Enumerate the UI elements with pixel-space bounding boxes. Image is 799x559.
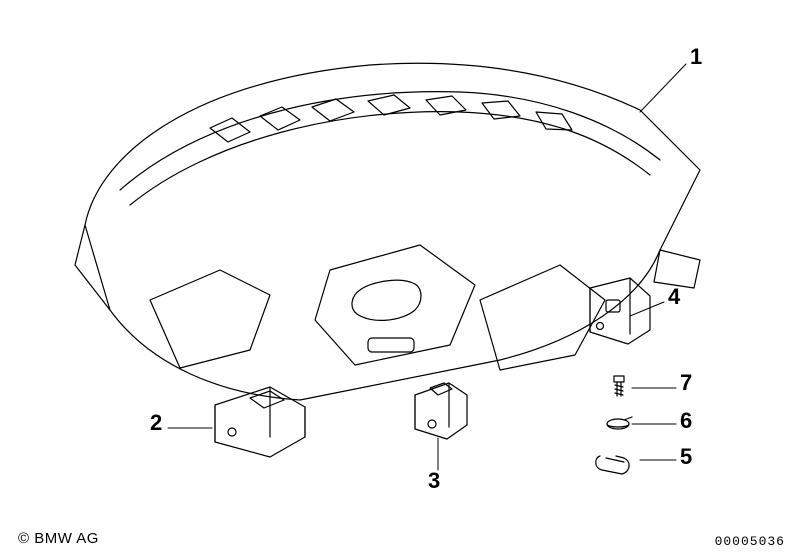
callout-3: 3 bbox=[428, 468, 440, 494]
copyright-text: © BMW AG bbox=[18, 530, 99, 547]
callout-6: 6 bbox=[680, 408, 692, 434]
part-2-bracket bbox=[215, 387, 305, 457]
part-3-bracket bbox=[415, 383, 467, 439]
part-5-clip bbox=[596, 456, 629, 474]
part-1-panel bbox=[75, 63, 700, 400]
leader-lines bbox=[168, 64, 686, 470]
callout-2: 2 bbox=[150, 410, 162, 436]
diagram-id: 00005036 bbox=[715, 534, 785, 549]
part-7-screw bbox=[614, 376, 624, 396]
callout-4: 4 bbox=[668, 284, 680, 310]
diagram-stage: 1 2 3 4 5 6 7 © BMW AG 00005036 bbox=[0, 0, 799, 559]
callout-1: 1 bbox=[690, 44, 702, 70]
callout-7: 7 bbox=[680, 370, 692, 396]
part-drawing bbox=[0, 0, 799, 559]
callout-5: 5 bbox=[680, 444, 692, 470]
part-6-clip bbox=[607, 417, 632, 429]
